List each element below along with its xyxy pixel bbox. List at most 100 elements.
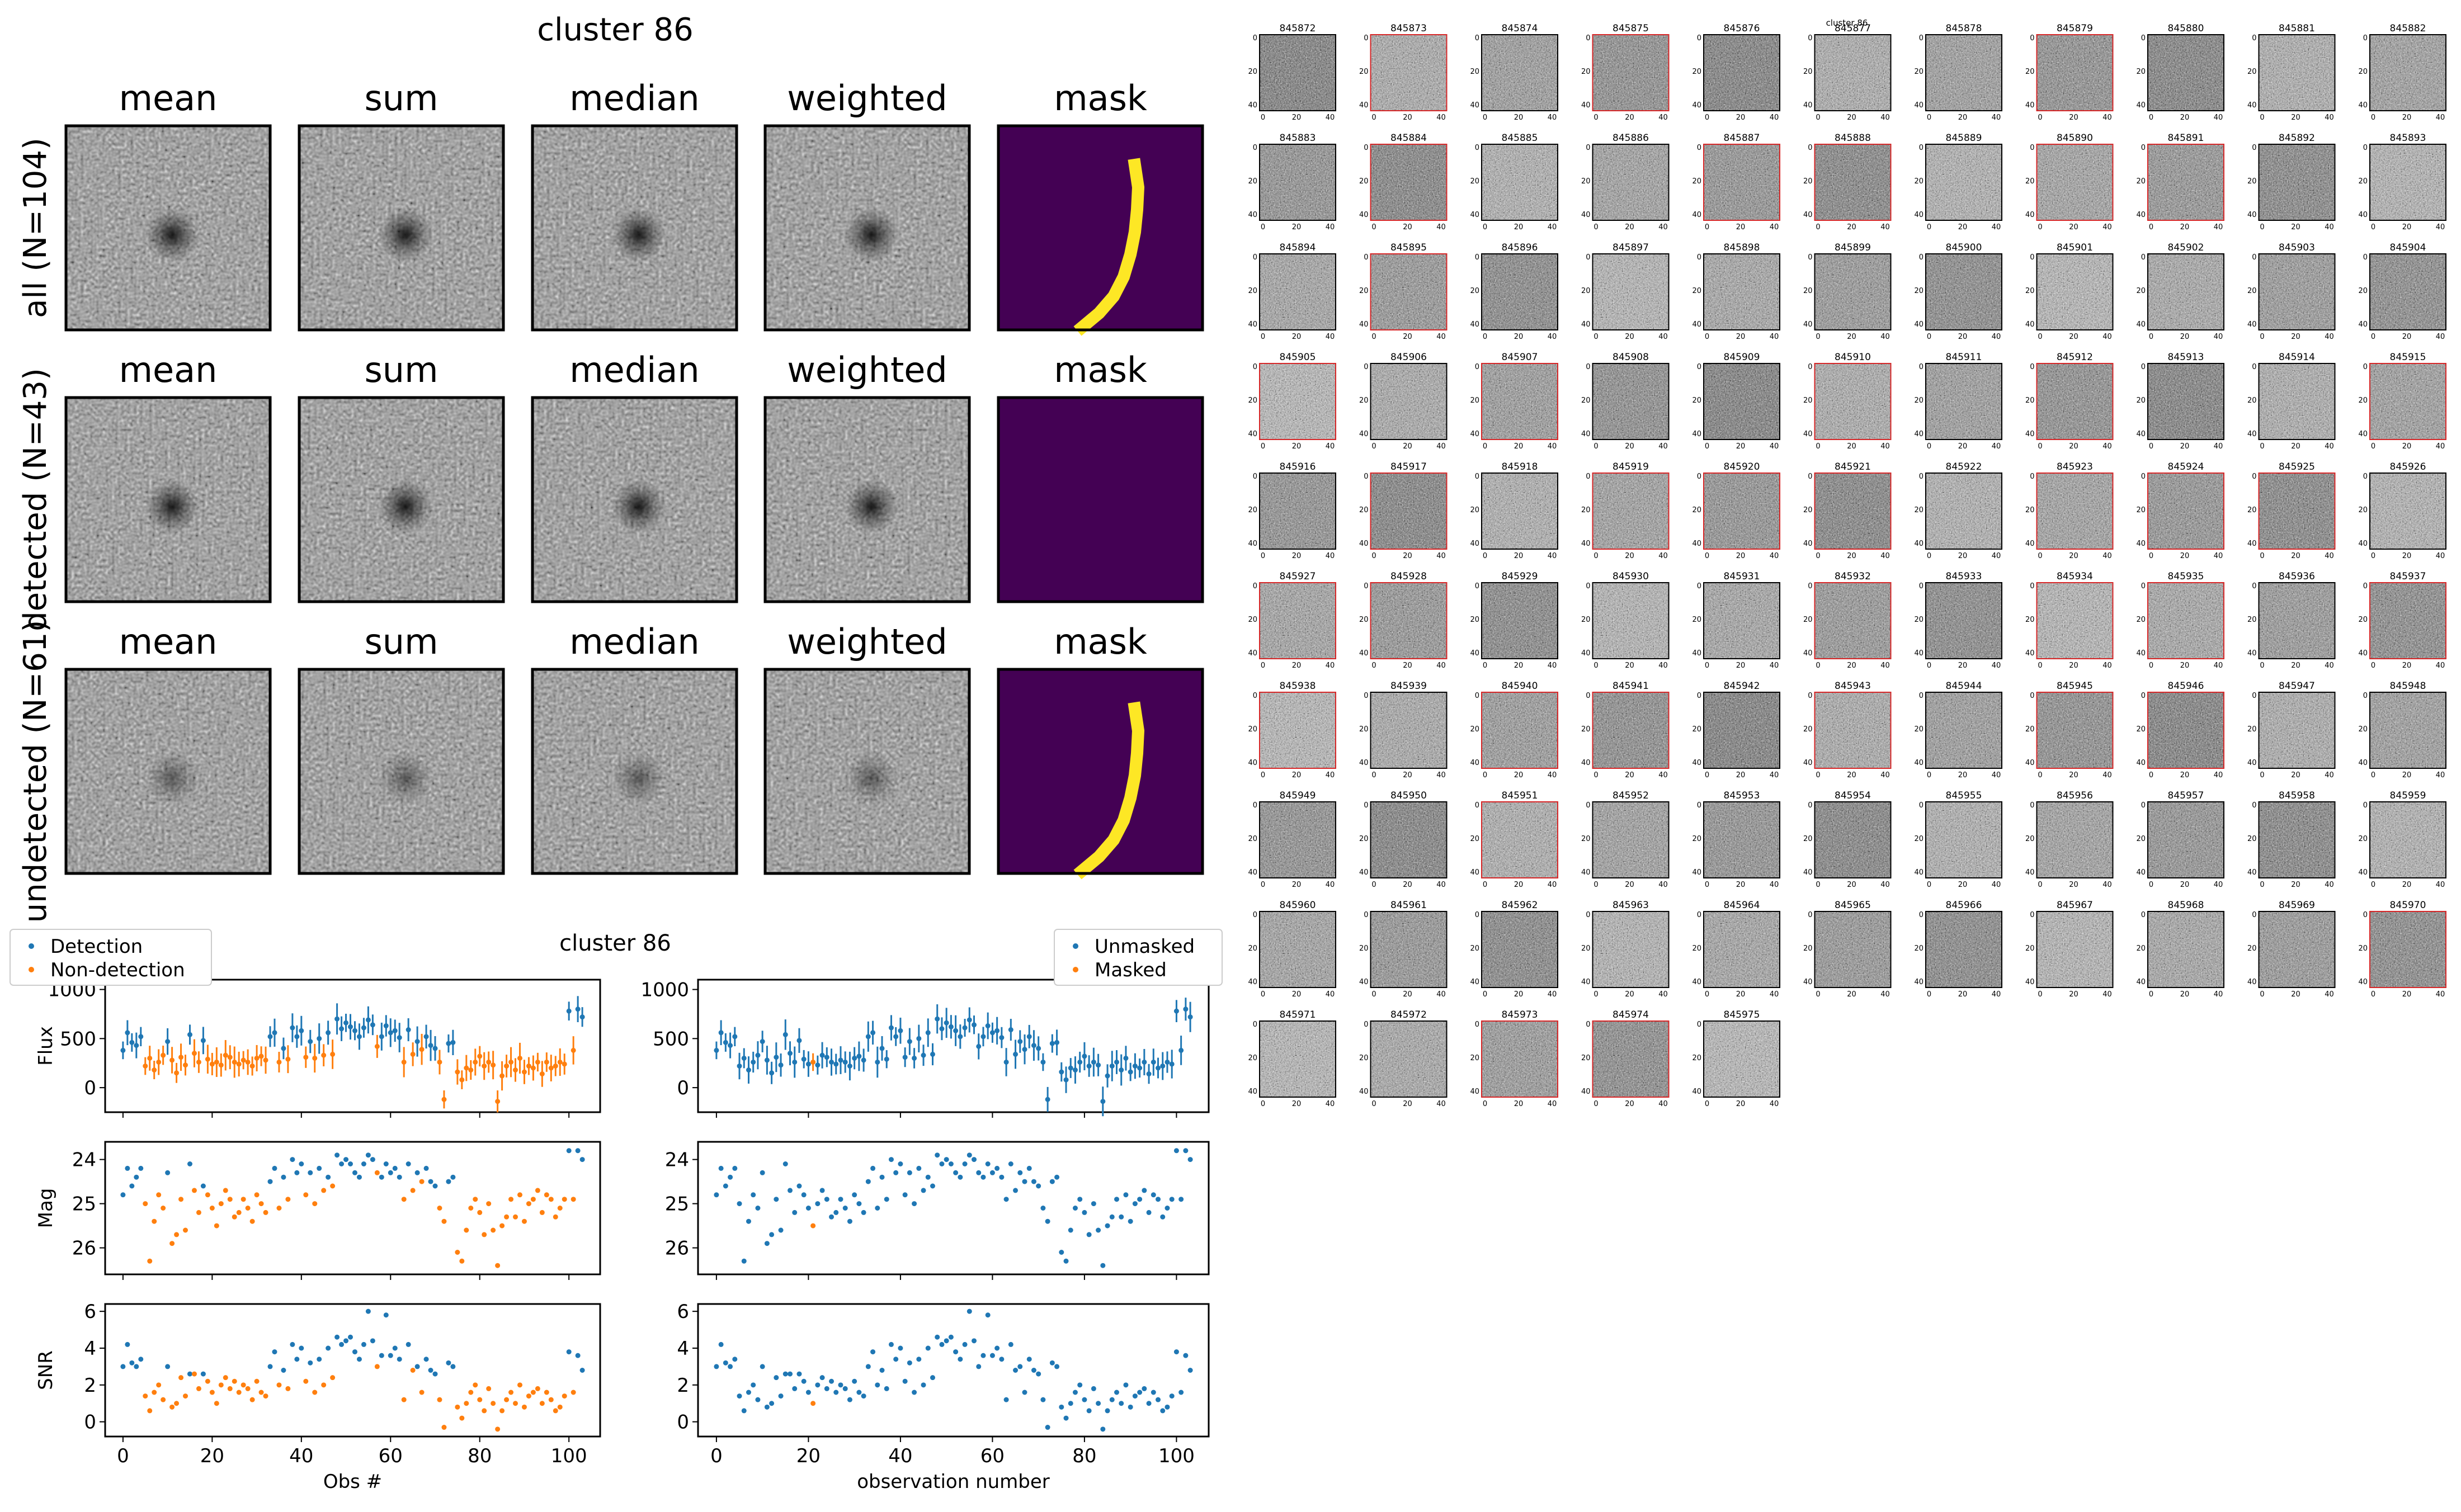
thumbnail-x-tick: 20 xyxy=(1847,552,1856,560)
thumbnail-x-tick: 20 xyxy=(1403,1100,1412,1108)
data-point xyxy=(544,1390,549,1395)
thumbnail-y-tick: 20 xyxy=(2247,506,2257,514)
thumbnail-x-tick: 20 xyxy=(1403,333,1412,341)
data-point xyxy=(254,1192,260,1198)
thumbnail-x-tick: 20 xyxy=(1403,881,1412,889)
thumbnail-title: 845884 xyxy=(1390,133,1427,144)
data-point xyxy=(557,1404,563,1410)
thumbnail-y-tick: 20 xyxy=(1581,68,1591,76)
data-point xyxy=(473,1197,478,1202)
thumbnail-y-tick: 40 xyxy=(2136,868,2146,877)
thumbnail-x-tick: 0 xyxy=(2149,990,2153,999)
thumbnail-y-tick: 40 xyxy=(2358,868,2368,877)
data-point xyxy=(437,1206,442,1211)
data-point xyxy=(191,1051,197,1056)
data-point xyxy=(129,1360,135,1365)
thumbnail-x-tick: 20 xyxy=(2402,333,2412,341)
data-point xyxy=(356,1034,362,1040)
data-point xyxy=(1128,1404,1133,1410)
thumbnail-title: 845955 xyxy=(1946,790,1982,801)
data-point xyxy=(1114,1390,1119,1395)
data-point xyxy=(1017,1170,1023,1175)
thumbnail-frame xyxy=(1814,911,1892,988)
thumbnail-frame xyxy=(1592,582,1670,659)
thumbnail-x-tick: 0 xyxy=(1816,333,1820,341)
thumbnail-noise xyxy=(2370,692,2446,768)
thumbnail-y-tick: 40 xyxy=(2025,101,2035,110)
thumbnail-x-tick: 40 xyxy=(1770,114,1779,122)
thumbnail-x-tick: 0 xyxy=(2149,771,2153,779)
stamp-source xyxy=(379,480,432,533)
column-title: median xyxy=(569,349,699,390)
thumbnail-y-tick: 40 xyxy=(1248,101,1257,110)
legend-marker xyxy=(1073,943,1078,949)
thumbnail-frame xyxy=(1814,363,1892,440)
thumbnail-title: 845879 xyxy=(2057,23,2093,34)
thumbnail-x-tick: 40 xyxy=(2102,881,2112,889)
thumbnail-y-tick: 20 xyxy=(1581,396,1591,405)
thumbnail-frame xyxy=(2147,692,2224,769)
thumbnail-y-tick: 40 xyxy=(1359,211,1369,219)
thumbnail-x-tick: 20 xyxy=(2180,771,2190,779)
thumbnail-y-tick: 40 xyxy=(1470,649,1479,658)
thumbnail-frame xyxy=(2036,801,2114,878)
thumbnail-noise xyxy=(1482,692,1558,768)
thumbnail-x-tick: 20 xyxy=(1292,1100,1302,1108)
thumbnail-y-tick: 20 xyxy=(2247,177,2257,186)
data-point xyxy=(838,1382,843,1388)
data-point xyxy=(1183,1148,1189,1154)
thumbnail-y-tick: 40 xyxy=(1914,868,1923,877)
data-point xyxy=(459,1258,465,1264)
thumbnail-title: 845915 xyxy=(2390,352,2426,363)
thumbnail-y-tick: 0 xyxy=(2141,253,2146,262)
thumbnail-y-tick: 0 xyxy=(1808,801,1812,810)
thumbnail-y-tick: 0 xyxy=(2141,363,2146,371)
y-tick-label: 25 xyxy=(665,1193,689,1216)
thumbnail-y-tick: 0 xyxy=(1475,253,1479,262)
data-point xyxy=(1036,1371,1041,1377)
thumbnail-y-tick: 40 xyxy=(1803,430,1813,438)
thumbnail-y-tick: 40 xyxy=(1581,759,1591,767)
thumbnail-y-tick: 20 xyxy=(2358,835,2368,843)
data-point xyxy=(1142,1386,1147,1391)
thumbnail-x-tick: 20 xyxy=(1625,990,1634,999)
thumbnail-x-tick: 20 xyxy=(2402,114,2412,122)
thumbnail-x-tick: 20 xyxy=(1958,333,1968,341)
data-point xyxy=(441,1425,447,1430)
thumbnail-x-tick: 40 xyxy=(2325,552,2334,560)
thumbnail-y-tick: 40 xyxy=(1248,320,1257,329)
thumbnail-x-tick: 0 xyxy=(2038,442,2042,451)
data-point xyxy=(1049,1041,1055,1046)
thumbnail-y-tick: 20 xyxy=(2358,68,2368,76)
thumbnail-title: 845971 xyxy=(1280,1009,1316,1020)
data-point xyxy=(419,1179,425,1184)
thumbnail-y-tick: 40 xyxy=(1359,649,1369,658)
thumbnail-frame xyxy=(2036,363,2114,440)
data-point xyxy=(769,1232,775,1237)
thumbnail-noise xyxy=(1704,911,1780,987)
thumbnail-frame xyxy=(1259,144,1336,221)
thumbnail-x-tick: 20 xyxy=(1736,1100,1746,1108)
data-point xyxy=(156,1382,162,1388)
data-point xyxy=(446,1179,451,1184)
thumbnail-frame xyxy=(1814,582,1892,659)
thumbnail-x-tick: 20 xyxy=(1403,442,1412,451)
thumbnail-y-tick: 0 xyxy=(1253,1020,1257,1029)
thumbnail-x-tick: 0 xyxy=(1261,442,1265,451)
thumbnail-x-tick: 20 xyxy=(1625,771,1634,779)
data-point xyxy=(737,1201,742,1207)
data-point xyxy=(553,1408,558,1414)
thumbnail-y-tick: 0 xyxy=(1475,582,1479,590)
stamp-frame xyxy=(64,668,272,875)
thumbnail-frame xyxy=(1814,692,1892,769)
data-point xyxy=(815,1062,821,1068)
thumbnail-noise xyxy=(1370,692,1447,768)
data-point xyxy=(1156,1065,1161,1071)
thumbnail-y-tick: 0 xyxy=(2252,582,2256,590)
data-point xyxy=(294,1357,300,1362)
thumbnail-y-tick: 20 xyxy=(1692,396,1701,405)
thumbnail-noise xyxy=(1592,911,1669,987)
data-point xyxy=(200,1371,206,1377)
